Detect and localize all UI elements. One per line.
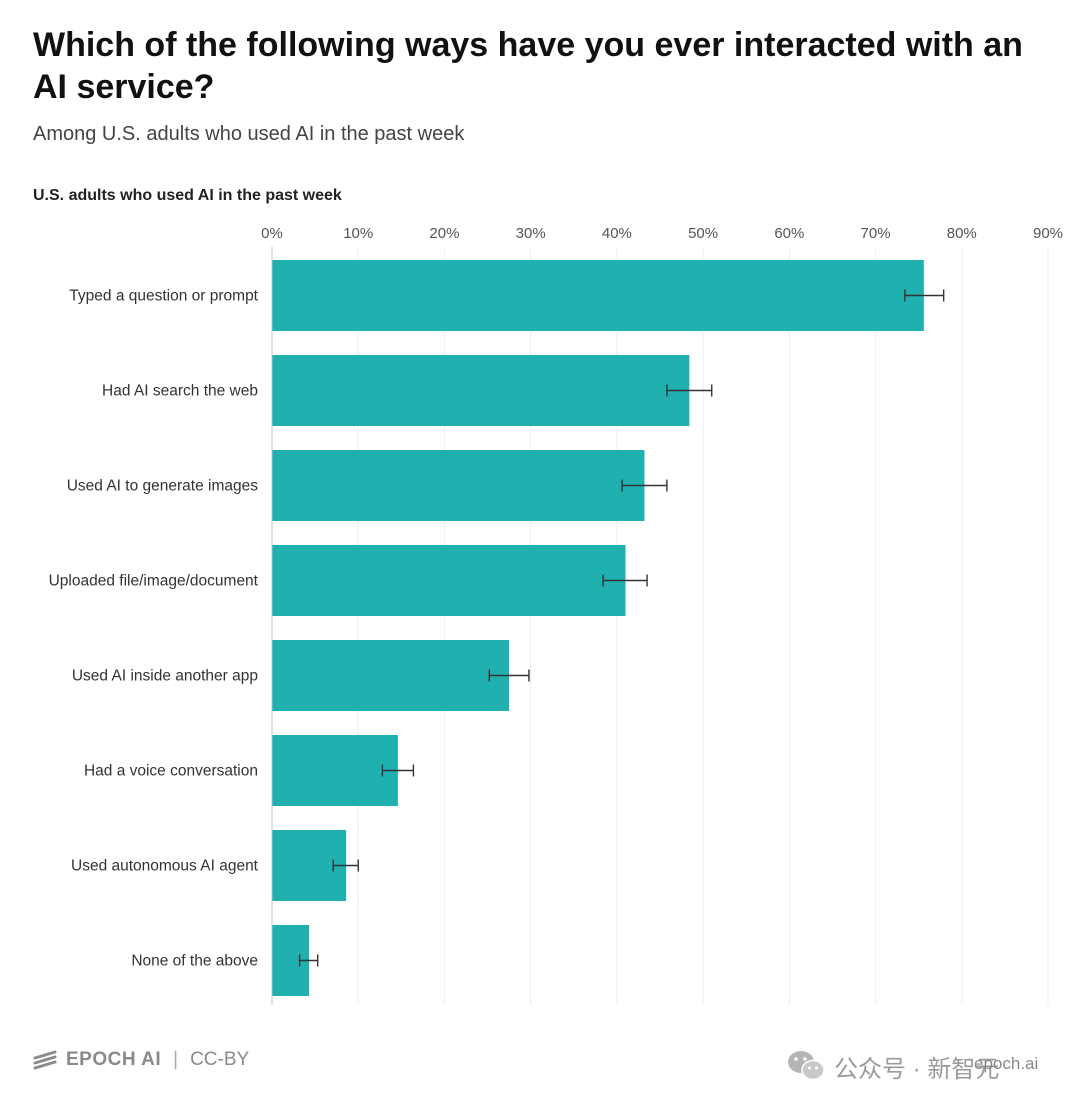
x-tick-label: 10% [343, 225, 373, 242]
error-bar [904, 289, 945, 302]
bar [272, 260, 924, 331]
bar [272, 355, 690, 426]
chart-title: Which of the following ways have you eve… [33, 26, 1023, 106]
category-label: Used AI to generate images [67, 478, 259, 495]
x-tick-label: 0% [261, 225, 283, 242]
x-tick-label: 80% [947, 225, 977, 242]
category-label: Had AI search the web [102, 383, 258, 400]
error-bar [488, 669, 530, 682]
footer: EPOCH AI | CC-BY [33, 1046, 249, 1074]
wechat-icon [788, 1051, 825, 1081]
bar [272, 640, 510, 711]
chart-subtitle: Among U.S. adults who used AI in the pas… [33, 123, 465, 145]
bar-chart: 0% 10% 20% 30% 40% 50% 60% 70% 80% 90% Typed a qu… [49, 225, 1063, 1005]
bars [272, 260, 924, 996]
category-labels: Typed a question or prompt Had AI search … [49, 288, 259, 970]
epoch-logo-icon [33, 1050, 57, 1070]
x-tick-label: 50% [688, 225, 718, 242]
error-bar [602, 574, 648, 587]
category-label: Used AI inside another app [72, 668, 258, 685]
bar [272, 735, 398, 806]
x-tick-label: 70% [861, 225, 891, 242]
error-bars [298, 289, 945, 967]
category-label: None of the above [131, 953, 258, 970]
error-bar [298, 954, 319, 967]
error-bar [381, 764, 415, 777]
error-bar [332, 859, 359, 872]
x-tick-label: 90% [1033, 225, 1063, 242]
error-bar [666, 384, 713, 397]
bar [272, 545, 626, 616]
footer-brand: EPOCH AI [66, 1049, 162, 1070]
x-tick-label: 30% [516, 225, 546, 242]
x-axis-ticks: 0% 10% 20% 30% 40% 50% 60% 70% 80% 90% [261, 225, 1063, 242]
watermark-text: 公众号 · 新智元 [834, 1055, 1000, 1083]
x-tick-label: 40% [602, 225, 632, 242]
watermark-domain: epoch.ai [974, 1054, 1039, 1073]
x-tick-label: 20% [429, 225, 459, 242]
bar [272, 450, 645, 521]
watermark: 公众号 · 新智元 epoch.ai [786, 1046, 1038, 1086]
error-bar [621, 479, 668, 492]
x-tick-label: 60% [774, 225, 804, 242]
footer-separator: | [173, 1049, 179, 1070]
category-label: Uploaded file/image/document [49, 573, 259, 590]
category-label: Had a voice conversation [84, 763, 258, 780]
panel-label: U.S. adults who used AI in the past week [33, 187, 342, 204]
category-label: Typed a question or prompt [69, 288, 258, 305]
footer-license: CC-BY [190, 1049, 250, 1070]
category-label: Used autonomous AI agent [71, 858, 259, 875]
